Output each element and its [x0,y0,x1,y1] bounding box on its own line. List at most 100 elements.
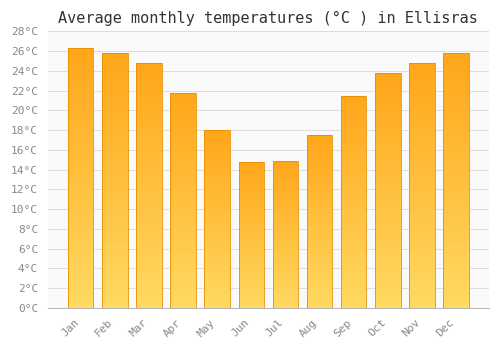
Bar [238,246,264,248]
Bar [68,295,94,298]
Bar [375,125,400,127]
Bar [238,213,264,214]
Bar [102,267,128,270]
Bar [341,163,366,166]
Bar [204,223,230,224]
Bar [409,239,434,242]
Bar [170,129,196,131]
Bar [170,131,196,133]
Bar [68,149,94,152]
Bar [68,261,94,264]
Bar [341,265,366,267]
Bar [341,96,366,98]
Bar [238,271,264,273]
Bar [409,234,434,237]
Bar [409,305,434,308]
Bar [409,188,434,190]
Bar [102,221,128,224]
Bar [443,272,469,275]
Bar [102,295,128,298]
Bar [68,235,94,238]
Bar [375,104,400,106]
Bar [102,265,128,267]
Bar [102,198,128,201]
Bar [170,112,196,114]
Bar [307,275,332,277]
Bar [204,244,230,246]
Bar [238,164,264,166]
Bar [136,117,162,119]
Bar [272,209,298,211]
Bar [272,211,298,212]
Bar [68,136,94,139]
Bar [136,215,162,217]
Bar [272,286,298,287]
Bar [375,270,400,273]
Bar [170,217,196,219]
Bar [68,108,94,111]
Bar [443,254,469,257]
Bar [443,303,469,305]
Bar [238,222,264,223]
Bar [136,257,162,259]
Bar [68,251,94,253]
Bar [102,145,128,147]
Bar [443,63,469,66]
Bar [68,48,94,308]
Bar [102,76,128,79]
Bar [341,176,366,178]
Bar [136,156,162,159]
Bar [136,190,162,193]
Bar [238,292,264,293]
Bar [238,178,264,179]
Bar [170,194,196,196]
Bar [443,193,469,196]
Bar [204,249,230,251]
Bar [136,166,162,168]
Bar [238,260,264,261]
Bar [68,142,94,144]
Bar [102,206,128,209]
Bar [238,185,264,187]
Bar [375,289,400,291]
Bar [409,268,434,271]
Bar [341,142,366,145]
Bar [272,167,298,168]
Bar [238,281,264,283]
Bar [307,232,332,233]
Bar [102,147,128,150]
Bar [443,181,469,183]
Bar [238,235,264,236]
Bar [68,129,94,131]
Bar [443,186,469,188]
Bar [136,119,162,122]
Bar [238,267,264,268]
Bar [443,112,469,114]
Bar [307,235,332,237]
Bar [102,298,128,300]
Bar [68,77,94,79]
Bar [68,74,94,77]
Bar [68,48,94,51]
Bar [443,203,469,206]
Bar [375,141,400,144]
Bar [443,234,469,237]
Bar [307,228,332,230]
Bar [272,233,298,234]
Bar [307,144,332,146]
Bar [68,225,94,227]
Bar [409,295,434,298]
Bar [170,174,196,176]
Bar [272,236,298,237]
Bar [68,95,94,98]
Bar [341,240,366,242]
Bar [136,159,162,161]
Bar [170,265,196,267]
Bar [272,234,298,236]
Bar [136,114,162,117]
Bar [272,203,298,205]
Bar [409,163,434,166]
Bar [170,191,196,194]
Bar [375,183,400,186]
Bar [341,285,366,287]
